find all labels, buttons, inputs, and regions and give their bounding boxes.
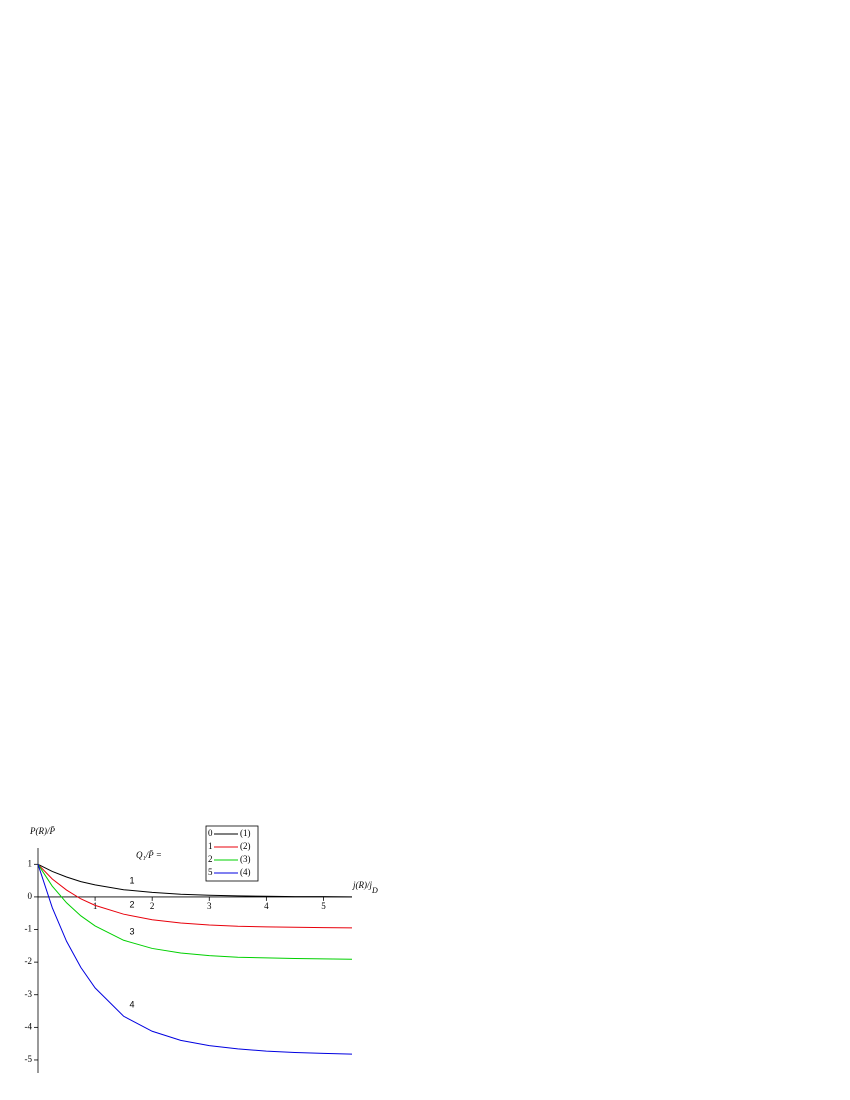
y-tick-label: -3	[25, 989, 33, 999]
x-tick-label: 3	[207, 901, 212, 911]
legend-title: Q₁/P̄ =	[136, 850, 162, 860]
y-tick-label: -2	[25, 956, 33, 966]
x-tick-label: 1	[93, 901, 98, 911]
y-tick-label: 1	[28, 858, 33, 868]
x-tick-label: 5	[321, 901, 326, 911]
legend-q: 0	[208, 828, 213, 838]
legend-label: (3)	[240, 854, 251, 864]
y-axis-label: P(R)/P̄	[29, 826, 55, 836]
curve-label: 3	[129, 926, 134, 936]
legend-box	[205, 825, 259, 882]
legend-q: 1	[208, 841, 213, 851]
line-series	[37, 863, 353, 929]
line-series	[37, 864, 353, 960]
curve-label: 2	[129, 899, 134, 909]
legend-q: 5	[208, 867, 213, 877]
x-tick-label: 4	[264, 901, 269, 911]
y-tick-label: -5	[25, 1054, 33, 1064]
x-axis-label: j(R)/jD	[352, 880, 378, 895]
legend-label: (2)	[240, 841, 251, 851]
x-tick-label: 2	[150, 901, 155, 911]
y-tick-label: -1	[25, 924, 33, 934]
line-series	[37, 864, 353, 1055]
legend-q: 2	[208, 854, 213, 864]
curve-label: 4	[129, 999, 134, 1009]
legend-label: (1)	[240, 828, 251, 838]
y-tick-label: 0	[28, 891, 33, 901]
x-axis-label-main: j(R)/j	[352, 880, 372, 890]
curve-label: 1	[129, 875, 134, 885]
x-axis-label-sub: D	[371, 886, 378, 895]
y-tick-label: -4	[25, 1021, 33, 1031]
legend-label: (4)	[240, 867, 251, 877]
line-series	[37, 863, 353, 898]
